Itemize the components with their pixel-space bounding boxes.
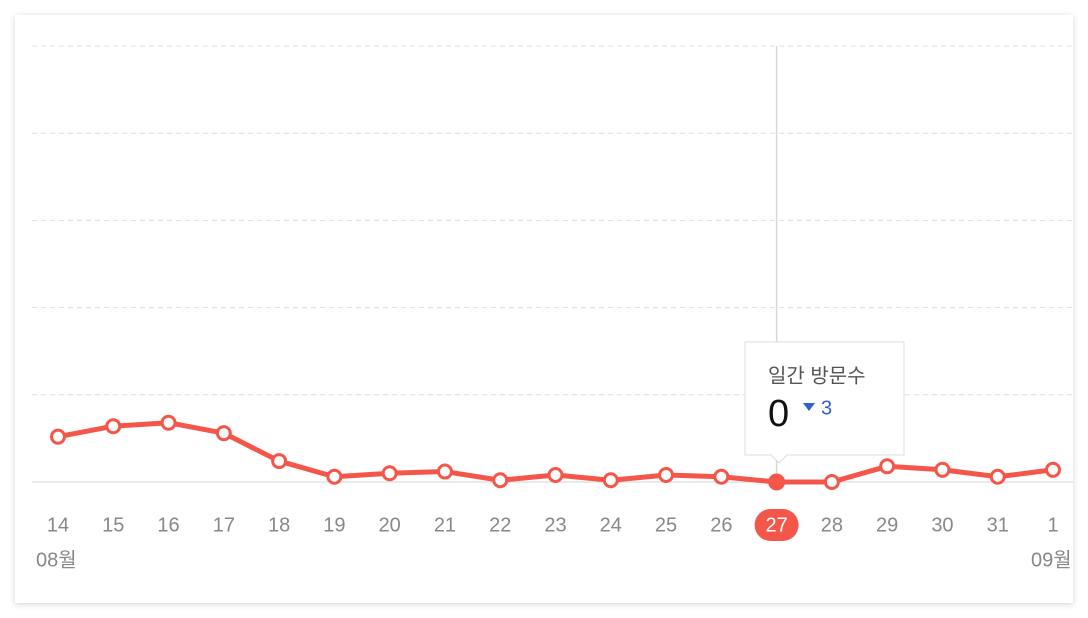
point <box>547 467 564 484</box>
point <box>602 472 619 489</box>
x-tick-label: 18 <box>268 514 290 536</box>
x-tick-label: 31 <box>987 514 1009 536</box>
point <box>50 428 66 445</box>
tooltip: 일간 방문수 0 3 <box>744 341 905 464</box>
x-tick-label: 22 <box>489 514 511 536</box>
x-tick-label: 25 <box>655 514 677 536</box>
x-tick-label: 17 <box>213 514 235 536</box>
x-tick-label: 30 <box>931 514 953 536</box>
month-label: 08월 <box>36 548 77 571</box>
x-tick-label: 23 <box>544 514 566 536</box>
x-tick-label: 14 <box>47 514 69 536</box>
point <box>436 463 453 480</box>
point <box>160 414 177 431</box>
point <box>658 467 675 484</box>
tooltip-box <box>744 341 905 464</box>
highlight-pill <box>754 509 799 541</box>
x-tick-label: 28 <box>821 514 843 536</box>
x-tick-label: 1 <box>1047 514 1058 536</box>
point <box>934 461 951 478</box>
x-tick-label: 15 <box>102 514 124 536</box>
point <box>1045 461 1061 478</box>
x-tick-label: 29 <box>876 514 898 536</box>
point <box>768 473 786 491</box>
x-tick-label: 26 <box>710 514 732 536</box>
point <box>989 468 1006 485</box>
point <box>381 465 398 482</box>
card <box>15 15 1073 603</box>
down-arrow <box>803 403 815 411</box>
point <box>215 425 232 442</box>
point <box>271 453 288 470</box>
point <box>823 474 840 490</box>
x-tick-label: 21 <box>434 514 456 536</box>
point <box>105 418 122 435</box>
x-tick-label: 20 <box>379 514 401 536</box>
month-label: 09월 <box>1031 548 1072 571</box>
point <box>492 472 509 489</box>
x-tick-label: 24 <box>600 514 622 536</box>
x-tick-label: 27 <box>765 514 787 536</box>
tooltip-label: 일간 방문수 <box>768 364 866 387</box>
tooltip-value: 0 <box>768 393 789 435</box>
tooltip-change: 3 <box>821 397 832 419</box>
point <box>879 458 896 475</box>
point <box>326 468 343 485</box>
x-tick-label: 16 <box>157 514 179 536</box>
x-tick-label: 19 <box>323 514 345 536</box>
point <box>713 468 730 485</box>
